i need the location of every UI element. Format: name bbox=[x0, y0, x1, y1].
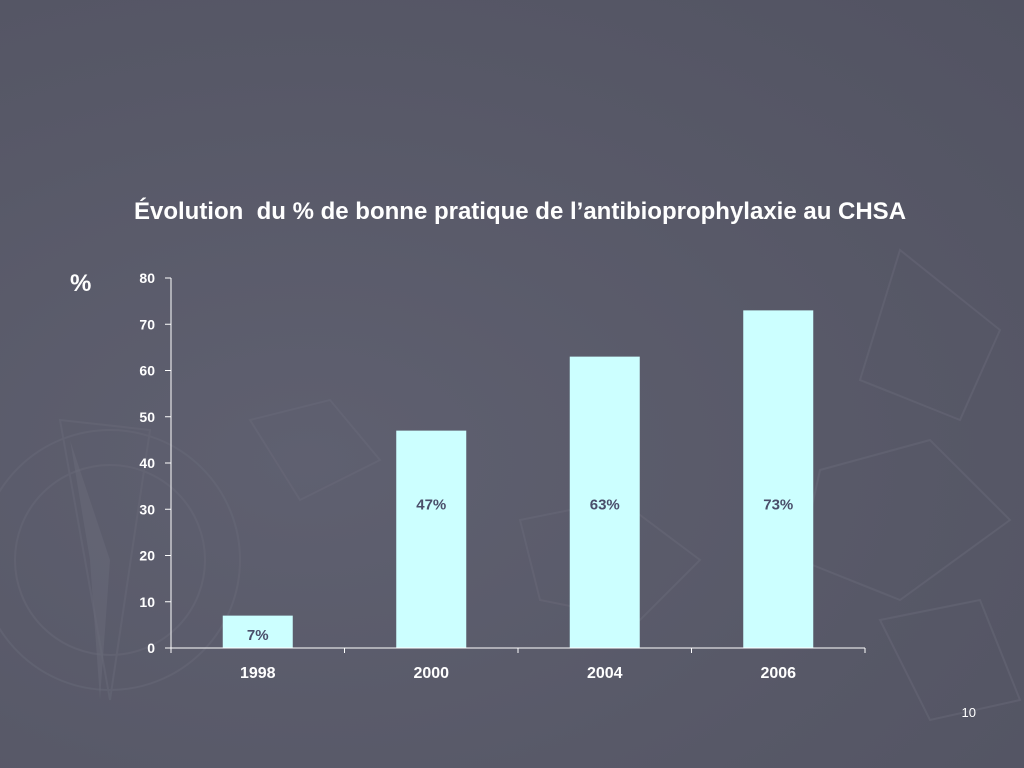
y-tick-label: 10 bbox=[139, 594, 155, 610]
bar-2006 bbox=[743, 310, 814, 648]
y-axis-label: % bbox=[70, 270, 92, 297]
x-axis-ticks: 1998 2000 2004 2006 bbox=[170, 648, 866, 682]
y-tick-label: 50 bbox=[139, 409, 155, 425]
page-number: 10 bbox=[961, 705, 976, 720]
bar-2000 bbox=[396, 430, 467, 648]
y-tick-label: 60 bbox=[139, 363, 155, 379]
bar-2004 bbox=[569, 356, 640, 648]
y-tick-label: 40 bbox=[139, 455, 155, 471]
bar-data-labels: 7% 47% 63% 73% bbox=[247, 496, 793, 644]
slide-title: Évolution du % de bonne pratique de l’an… bbox=[133, 198, 907, 225]
bar-label-2000: 47% bbox=[416, 496, 446, 513]
y-tick-label: 70 bbox=[139, 316, 155, 332]
x-tick-label-1998: 1998 bbox=[240, 665, 276, 682]
x-tick-label-2000: 2000 bbox=[413, 665, 449, 682]
y-tick-label: 30 bbox=[139, 501, 155, 517]
y-tick-label: 20 bbox=[139, 548, 155, 564]
bar-label-2004: 63% bbox=[590, 496, 620, 513]
bars bbox=[222, 310, 814, 648]
y-axis-ticks: 0 10 20 30 40 50 60 70 80 bbox=[139, 270, 171, 656]
x-tick-label-2006: 2006 bbox=[760, 665, 796, 682]
y-tick-label: 80 bbox=[139, 270, 155, 286]
bar-label-1998: 7% bbox=[247, 627, 269, 644]
bar-label-2006: 73% bbox=[763, 496, 793, 513]
bar-1998 bbox=[222, 615, 293, 648]
y-tick-label: 0 bbox=[147, 640, 155, 656]
x-tick-label-2004: 2004 bbox=[587, 665, 623, 682]
